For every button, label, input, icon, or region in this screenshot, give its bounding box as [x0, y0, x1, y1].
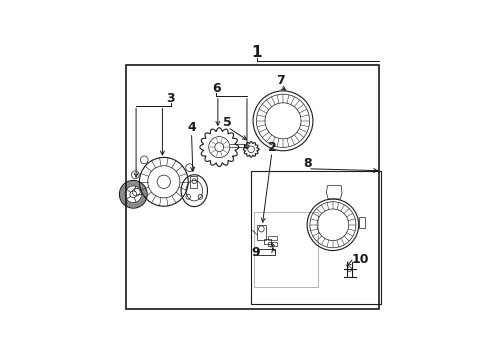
Bar [257, 225, 267, 240]
Bar [359, 217, 366, 228]
Bar [264, 239, 270, 244]
Bar [254, 212, 318, 287]
Text: 10: 10 [352, 253, 369, 266]
Text: 9: 9 [251, 246, 260, 259]
Text: 7: 7 [276, 74, 285, 87]
Text: 6: 6 [212, 82, 221, 95]
Bar [190, 176, 196, 188]
Text: 2: 2 [268, 141, 276, 154]
Bar [268, 237, 277, 240]
Text: 3: 3 [167, 92, 175, 105]
Text: 5: 5 [223, 116, 232, 129]
Bar [126, 66, 379, 309]
Bar [268, 242, 277, 246]
Text: 1: 1 [251, 45, 262, 60]
Text: 4: 4 [187, 121, 196, 134]
Text: 8: 8 [304, 157, 312, 170]
Bar [257, 249, 275, 255]
Bar [251, 171, 381, 304]
